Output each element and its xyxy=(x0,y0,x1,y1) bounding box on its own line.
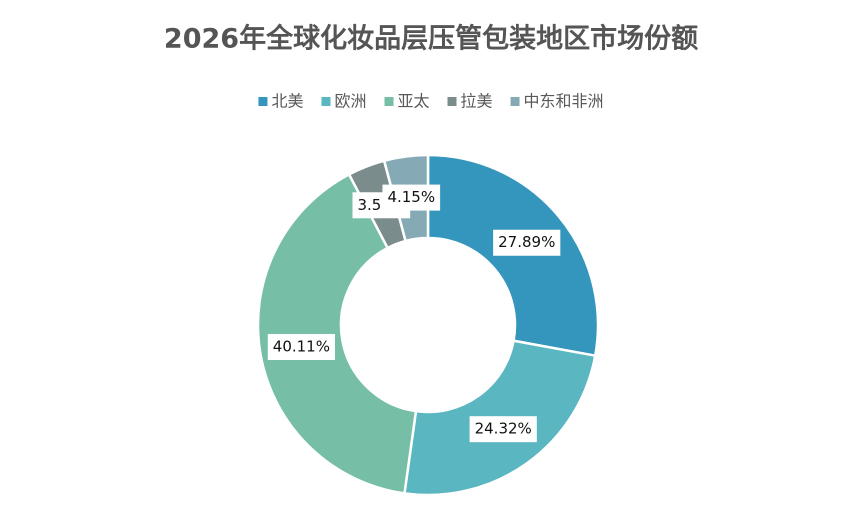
data-label-bg xyxy=(469,416,537,443)
legend-swatch xyxy=(447,97,457,106)
legend-label: 拉美 xyxy=(461,92,493,111)
legend-swatch xyxy=(384,97,394,106)
data-label: 40.11% xyxy=(273,337,330,355)
data-label-bg xyxy=(493,229,561,256)
legend-swatch xyxy=(510,97,520,106)
legend-swatch xyxy=(321,97,331,106)
data-label: 27.89% xyxy=(498,233,555,251)
legend: 北美 欧洲 亚太 拉美 中东和非洲 xyxy=(258,92,604,111)
legend-swatch xyxy=(258,97,268,106)
legend-label: 亚太 xyxy=(397,92,429,111)
data-label-bg xyxy=(382,184,441,211)
data-label: 4.15% xyxy=(387,188,435,206)
chart-title: 2026年全球化妆品层压管包装地区市场份额 xyxy=(164,23,698,55)
data-label-bg xyxy=(267,333,335,360)
data-label: 24.32% xyxy=(475,420,532,438)
legend-label: 中东和非洲 xyxy=(524,92,604,111)
donut-segment xyxy=(256,172,418,495)
legend-label: 欧洲 xyxy=(334,92,366,111)
legend-label: 北美 xyxy=(271,92,303,111)
